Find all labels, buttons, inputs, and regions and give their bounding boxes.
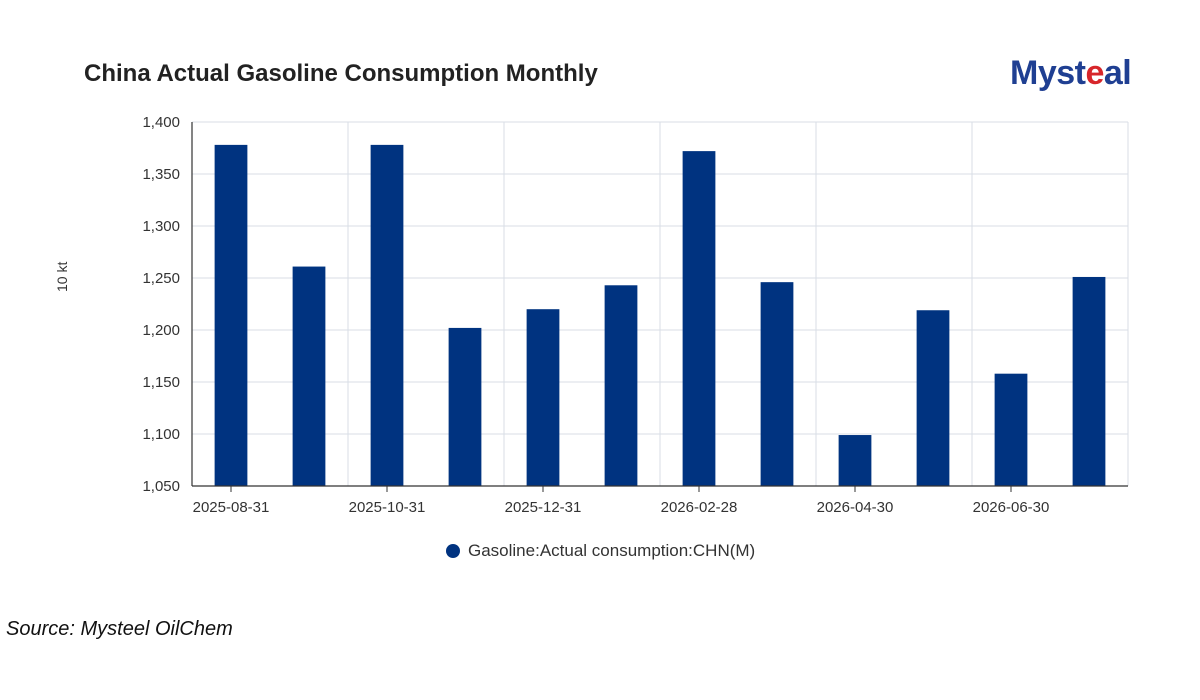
bar-2026-07-31[interactable] [1072,276,1106,486]
source-note: Source: Mysteel OilChem [6,618,233,640]
y-tick-label: 1,350 [142,166,180,183]
bar-2025-11-30[interactable] [448,327,482,486]
y-axis-title: 10 kt [54,261,70,292]
bar-2026-02-28[interactable] [682,151,716,486]
chart-title: China Actual Gasoline Consumption Monthl… [84,60,598,87]
x-tick-label: 2026-06-30 [973,499,1050,516]
y-tick-label: 1,050 [142,478,180,495]
legend-label: Gasoline:Actual consumption:CHN(M) [468,541,756,560]
bar-2025-09-30[interactable] [292,266,326,486]
bar-2026-05-31[interactable] [916,310,950,486]
mysteel-logo: Mysteal [1010,54,1132,92]
y-tick-labels: 1,050 1,100 1,150 1,200 1,250 1,300 1,350 1,400 [142,114,180,495]
bar-2026-06-30[interactable] [994,373,1028,486]
bar-2025-10-31[interactable] [370,144,404,486]
bar-2025-08-31[interactable] [214,144,248,486]
legend-marker-icon [446,544,460,558]
bars [214,144,1106,486]
x-tick-label: 2025-12-31 [505,499,582,516]
y-tick-label: 1,400 [142,114,180,131]
y-tick-label: 1,100 [142,426,180,443]
y-tick-label: 1,150 [142,374,180,391]
x-tick-label: 2026-04-30 [817,499,894,516]
y-tick-label: 1,200 [142,322,180,339]
y-tick-label: 1,250 [142,270,180,287]
grid-lines [191,121,1129,487]
bar-2026-01-31[interactable] [604,285,638,486]
bar-2025-12-31[interactable] [526,309,560,486]
y-tick-label: 1,300 [142,218,180,235]
x-tick-label: 2026-02-28 [661,499,738,516]
x-tick-labels: 2025-08-31 2025-10-31 2025-12-31 2026-02-28… [193,499,1050,516]
bar-2026-04-30[interactable] [838,435,872,486]
x-tick-label: 2025-08-31 [193,499,270,516]
axes [191,122,1128,492]
x-tick-label: 2025-10-31 [349,499,426,516]
legend[interactable]: Gasoline:Actual consumption:CHN(M) [446,541,755,561]
bar-2026-03-31[interactable] [760,282,794,486]
